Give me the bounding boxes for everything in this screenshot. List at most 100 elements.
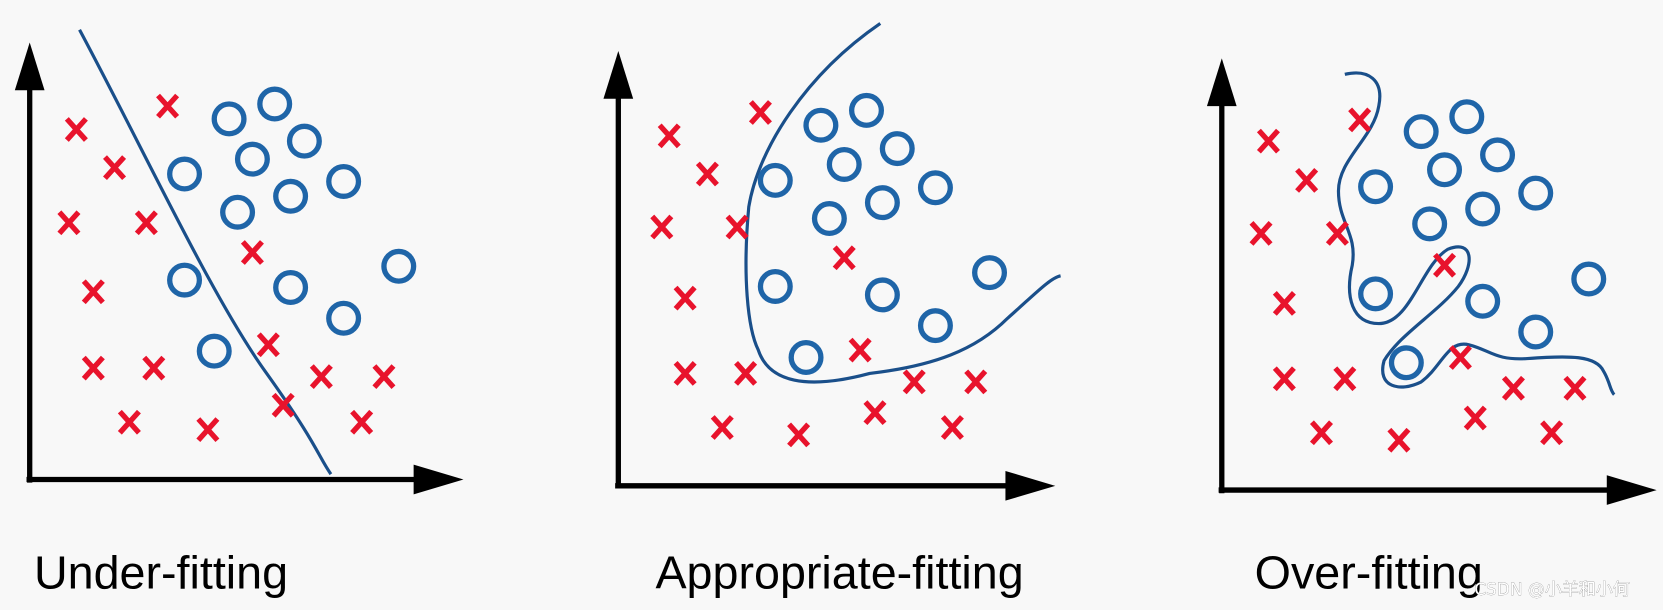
arrow: [603, 50, 634, 99]
x-mark: [271, 392, 295, 418]
x-mark: [1463, 405, 1487, 431]
o-mark: [220, 194, 256, 230]
x-mark: [657, 123, 681, 149]
o-mark: [257, 86, 293, 122]
x-mark: [1501, 375, 1525, 401]
arrow: [413, 464, 464, 495]
o-mark: [757, 268, 793, 304]
x-mark: [734, 361, 758, 386]
x-mark: [350, 409, 374, 435]
x-mark: [1249, 221, 1273, 246]
x-mark: [1272, 366, 1296, 392]
panel-under: [14, 29, 464, 495]
o-mark: [234, 141, 270, 177]
o-mark: [879, 131, 915, 167]
x-mark: [372, 364, 396, 389]
x-mark: [673, 285, 697, 311]
o-mark: [757, 162, 793, 198]
o-mark: [1427, 152, 1463, 188]
o-mark: [864, 277, 900, 313]
o-mark: [864, 185, 900, 221]
x-mark: [1563, 375, 1587, 401]
x-mark: [1272, 291, 1296, 316]
arrow: [1005, 470, 1056, 501]
panel-label: Over-fitting: [1255, 547, 1483, 599]
o-mark: [1449, 99, 1485, 135]
o-mark: [167, 262, 203, 298]
x-mark: [240, 240, 264, 265]
o-mark: [1358, 276, 1394, 312]
x-mark: [1295, 168, 1319, 193]
x-mark: [1448, 345, 1472, 370]
x-mark: [1325, 221, 1349, 246]
x-mark: [117, 409, 141, 435]
x-mark: [1540, 420, 1564, 446]
panel-label: Under-fitting: [34, 547, 288, 599]
x-mark: [650, 214, 674, 240]
x-mark: [81, 355, 105, 381]
x-mark: [940, 415, 964, 440]
arrow: [1606, 475, 1657, 505]
o-mark: [326, 163, 362, 199]
o-mark: [917, 170, 953, 206]
o-mark: [381, 248, 417, 284]
panel-over: [1206, 58, 1657, 505]
x-mark: [309, 364, 333, 389]
o-mark: [1403, 114, 1439, 150]
o-mark: [1518, 175, 1554, 211]
o-mark: [826, 146, 862, 182]
boundary: [1336, 71, 1616, 396]
o-mark: [1465, 283, 1501, 319]
x-mark: [1433, 252, 1457, 278]
o-mark: [1480, 137, 1516, 173]
x-mark: [964, 369, 988, 395]
x-mark: [725, 214, 749, 240]
x-mark: [256, 332, 280, 358]
o-mark: [788, 339, 824, 375]
x-mark: [156, 93, 180, 119]
o-mark: [196, 333, 232, 369]
x-mark: [848, 337, 872, 363]
panel-label: Appropriate-fitting: [655, 547, 1023, 599]
x-mark: [863, 400, 887, 426]
o-mark: [273, 178, 309, 214]
panel-appropriate: [603, 22, 1062, 501]
x-mark: [81, 279, 105, 305]
o-mark: [1412, 206, 1448, 242]
x-mark: [1333, 366, 1357, 392]
o-mark: [1465, 191, 1501, 227]
o-mark: [848, 92, 884, 128]
x-mark: [64, 117, 88, 142]
o-mark: [811, 201, 847, 237]
boundary: [78, 29, 333, 476]
o-mark: [1358, 169, 1394, 205]
x-mark: [1348, 107, 1372, 133]
x-mark: [832, 245, 856, 271]
o-mark: [1518, 314, 1554, 350]
x-mark: [134, 210, 158, 236]
arrow: [14, 42, 45, 91]
watermark: CSDN @小羊和小何: [1474, 579, 1629, 599]
o-mark: [211, 101, 247, 137]
x-mark: [695, 161, 719, 187]
x-mark: [142, 355, 166, 381]
o-mark: [1388, 345, 1424, 381]
o-mark: [326, 300, 362, 336]
o-mark: [972, 255, 1008, 291]
o-mark: [803, 107, 839, 143]
x-mark: [673, 361, 697, 386]
o-mark: [273, 270, 309, 306]
x-mark: [57, 210, 81, 236]
x-mark: [1309, 420, 1334, 446]
x-mark: [196, 417, 220, 442]
o-mark: [917, 308, 953, 344]
boundary: [744, 22, 1062, 384]
x-mark: [748, 100, 772, 125]
x-mark: [103, 155, 127, 181]
x-mark: [1256, 128, 1280, 154]
x-mark: [710, 415, 734, 440]
o-mark: [1571, 261, 1607, 297]
x-mark: [1387, 427, 1411, 453]
o-mark: [167, 156, 203, 192]
